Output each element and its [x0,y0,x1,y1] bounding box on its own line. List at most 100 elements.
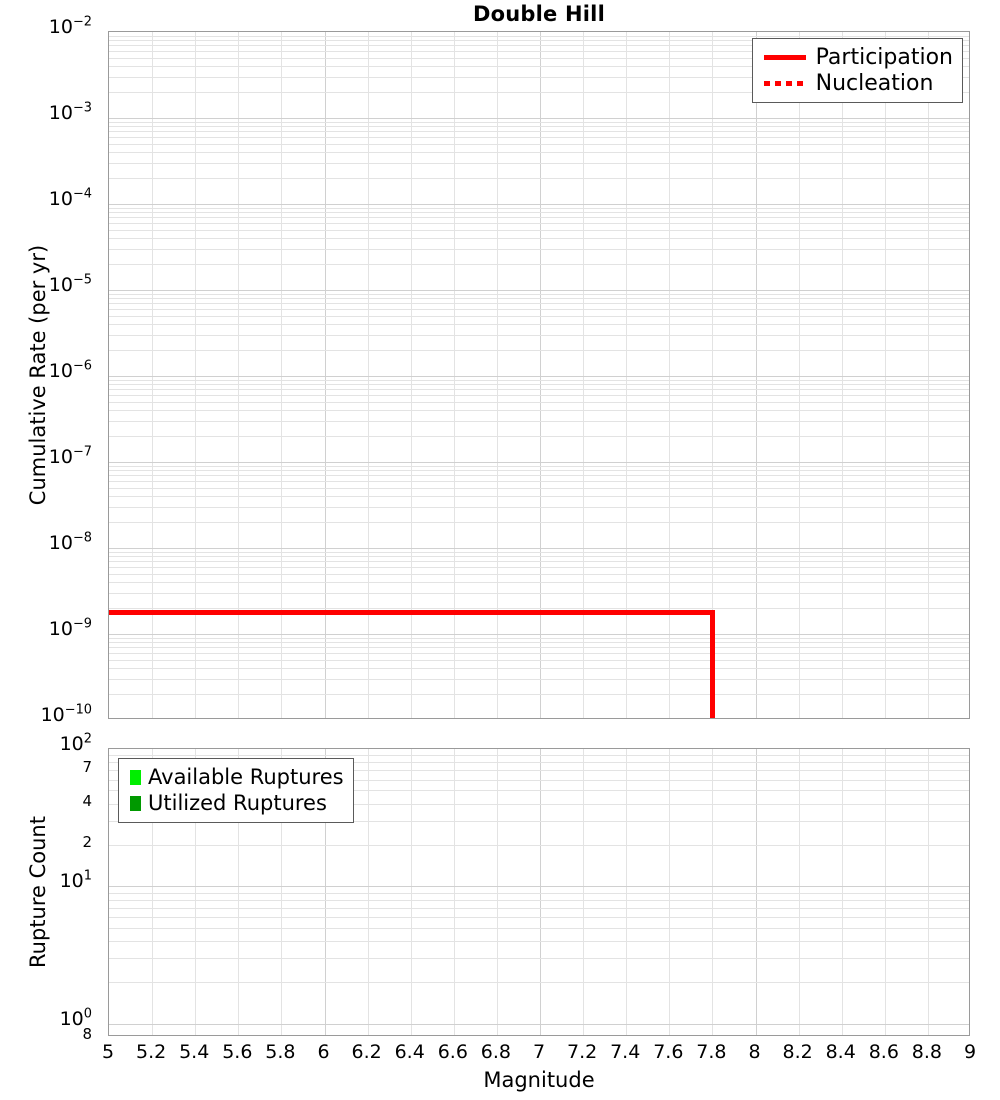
gridline-horizontal [109,548,969,549]
legend-cumulative-rate: Participation Nucleation [751,38,963,103]
gridline-horizontal-minor [109,238,969,240]
gridline-horizontal-minor [109,384,969,386]
gridline-horizontal-minor [109,229,969,231]
gridline-vertical [884,749,886,1035]
gridline-vertical [238,32,240,718]
gridline-horizontal-minor [109,335,969,336]
gridline-vertical [238,749,240,1035]
gridline-vertical [712,749,714,1035]
gridline-horizontal [109,1023,969,1025]
page-title: Double Hill [473,2,605,26]
gridline-vertical [496,749,498,1035]
gridline-vertical [669,32,671,718]
gridline-horizontal-minor [109,57,969,59]
gridline-vertical [367,32,369,718]
gridline-horizontal-minor [109,567,969,569]
legend-label-participation: Participation [815,44,953,70]
gridline-vertical [540,32,541,718]
x-tick-label: 7.8 [696,1041,727,1063]
gridline-horizontal-minor [109,143,969,145]
gridline-horizontal-minor [109,137,969,139]
legend-item-available-ruptures[interactable]: Available Ruptures [128,764,344,790]
x-tick-label: 7 [532,1041,546,1063]
gridline-horizontal-minor [109,131,969,133]
y-tick-label: 10−9 [48,616,92,640]
x-tick-label: 6.6 [437,1041,468,1063]
y-tick-label: 10−3 [48,100,92,124]
y-tick-label: 10−2 [48,14,92,38]
gridline-horizontal-minor [109,845,969,846]
gridline-horizontal-minor [109,121,969,123]
gridline-horizontal-minor [109,410,969,412]
gridline-horizontal-minor [109,593,969,594]
x-tick-label: 9 [963,1041,977,1063]
gridline-horizontal-minor [109,324,969,326]
gridline-horizontal-minor [109,556,969,558]
gridline-horizontal-minor [109,465,969,467]
gridline-horizontal [109,204,969,205]
gridline-horizontal-minor [109,958,969,960]
gridline-horizontal-minor [109,379,969,381]
gridline-horizontal-minor [109,249,969,250]
gridline-horizontal-minor [109,679,969,680]
gridline-horizontal-minor [109,395,969,397]
gridline-horizontal-minor [109,389,969,391]
gridline-vertical [927,32,929,718]
gridline-horizontal-minor [109,212,969,214]
gridline-horizontal-minor [109,51,969,53]
gridline-horizontal-minor [109,35,969,37]
gridline-horizontal-minor [109,582,969,584]
participation-line-horizontal [109,609,715,615]
gridline-horizontal-minor [109,77,969,78]
gridline-horizontal-minor [109,223,969,225]
swatch-utilized-icon [128,793,142,813]
y-tick-label: 10−4 [48,186,92,210]
gridline-horizontal-minor [109,217,969,219]
legend-item-utilized-ruptures[interactable]: Utilized Ruptures [128,790,344,816]
gridline-horizontal-minor [109,755,969,757]
gridline-vertical [496,32,498,718]
swatch-available-icon [128,767,142,787]
legend-item-nucleation[interactable]: Nucleation [762,70,953,96]
gridline-horizontal-minor [109,475,969,477]
gridline-horizontal-minor [109,315,969,317]
line-solid-icon [762,47,808,67]
gridline-horizontal-minor [109,803,969,805]
gridline-horizontal-minor [109,892,969,894]
gridline-vertical [195,749,197,1035]
gridline-horizontal-minor [109,436,969,438]
legend-rupture-count: Available Ruptures Utilized Ruptures [118,758,354,823]
gridline-vertical [884,32,886,718]
x-tick-label: 7.4 [610,1041,641,1063]
gridline-vertical [281,32,283,718]
gridline-horizontal [109,376,969,377]
gridline-vertical [755,749,757,1035]
gridline-vertical [755,32,757,718]
gridline-horizontal-minor [109,659,969,661]
legend-item-participation[interactable]: Participation [762,44,953,70]
gridline-horizontal-minor [109,779,969,781]
grid-top [109,32,969,718]
participation-line-drop [709,609,715,718]
x-tick-label: 8.2 [782,1041,813,1063]
gridline-horizontal-minor [109,298,969,300]
x-tick-label: 6.4 [394,1041,425,1063]
gridline-horizontal-minor [109,507,969,508]
gridline-horizontal-minor [109,608,969,610]
gridline-horizontal-minor [109,551,969,553]
gridline-horizontal-minor [109,647,969,649]
gridline-vertical [410,32,412,718]
y-tick-label: 102 [59,731,92,755]
gridline-vertical [841,32,843,718]
gridline-horizontal-minor [109,496,969,498]
gridline-horizontal-minor [109,178,969,180]
gridline-horizontal-minor [109,66,969,68]
y-axis-label-bottom: Rupture Count [26,816,50,968]
x-tick-label: 5.6 [222,1041,253,1063]
gridline-vertical [453,749,455,1035]
y-axis-ticks-bottom: 102 101 100 7 4 2 8 [48,733,100,1060]
gridline-horizontal-minor [109,303,969,305]
x-tick-label: 8 [748,1041,761,1063]
grid-bottom [109,749,969,1035]
